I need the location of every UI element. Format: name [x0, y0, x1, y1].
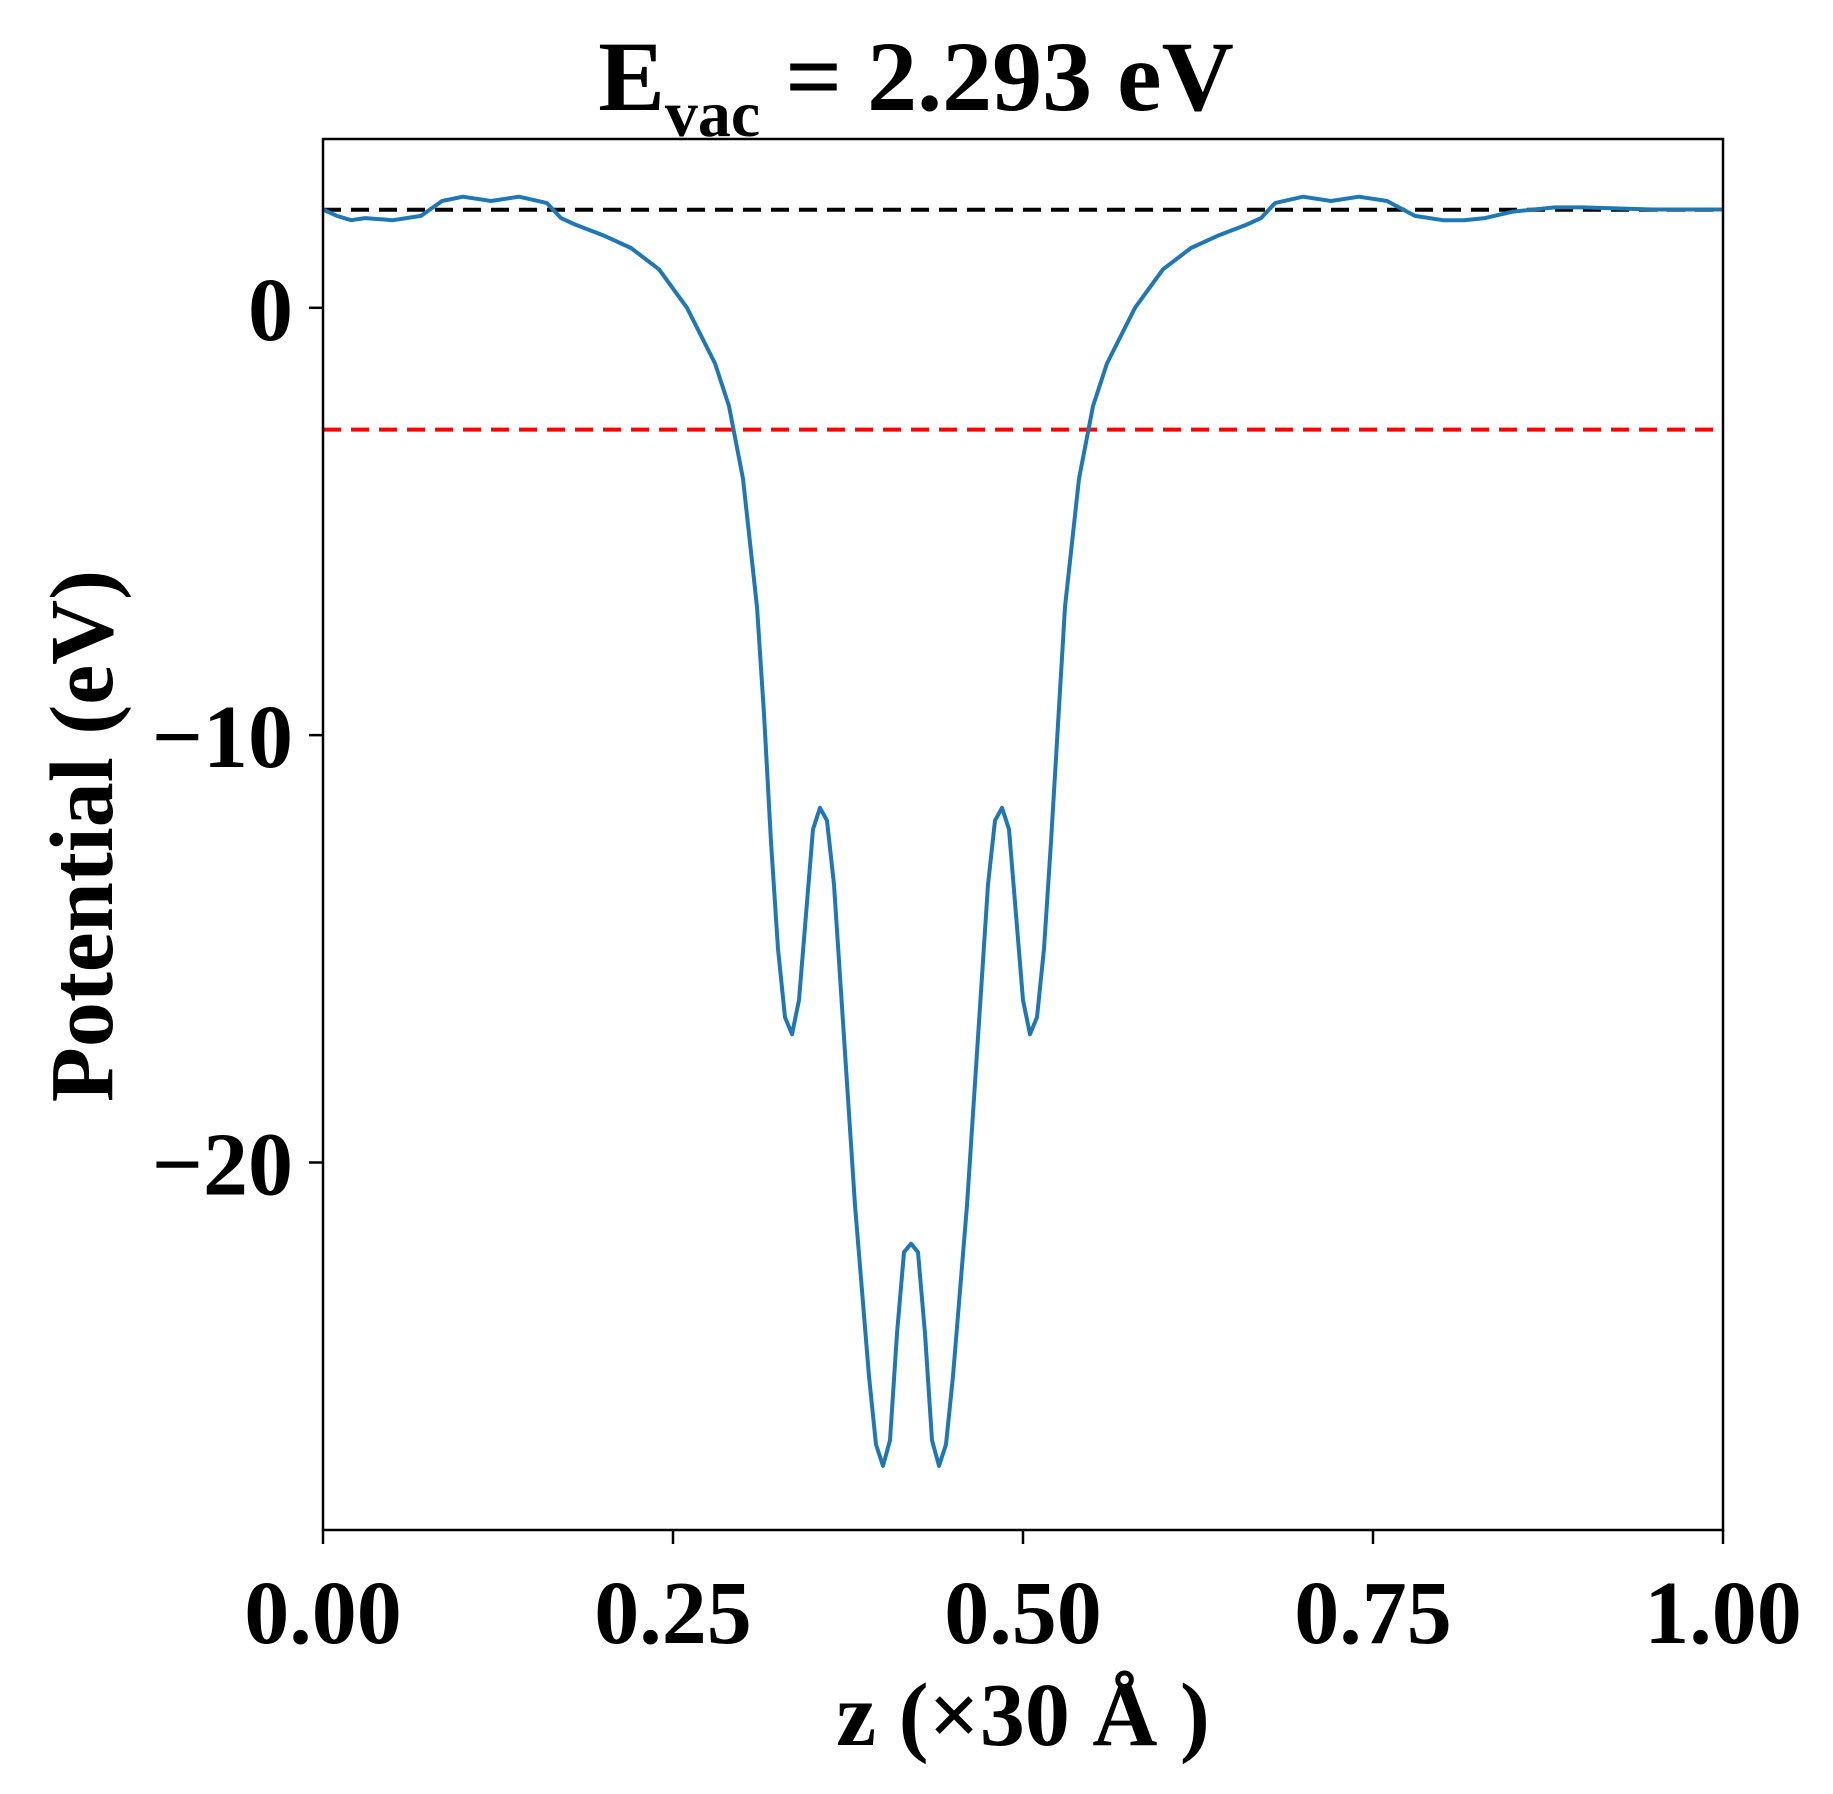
x-tick-label: 0.50: [944, 1564, 1102, 1663]
series-line-0: [322, 194, 1723, 1468]
x-tick-label: 1.00: [1644, 1564, 1802, 1663]
y-tick-label: 0: [248, 261, 293, 360]
series-lines: [322, 194, 1723, 1468]
title-main: E: [598, 21, 665, 132]
reference-lines: [323, 207, 1723, 432]
x-axis-ticks: 0.00 0.25 0.50 0.75 1.00: [244, 1530, 1802, 1663]
title-rest: = 2.293 eV: [760, 21, 1234, 132]
y-tick-label: −20: [152, 1115, 293, 1214]
y-axis-ticks: 0 −10 −20: [152, 261, 323, 1214]
x-tick-label: 0.00: [244, 1564, 402, 1663]
chart-title: Evac = 2.293 eV: [598, 21, 1234, 151]
x-tick-label: 0.25: [594, 1564, 752, 1663]
x-tick-label: 0.75: [1294, 1564, 1452, 1663]
x-axis-label: z (×30 Å ): [836, 1666, 1210, 1765]
plot-frame: [321, 137, 1725, 1532]
y-axis-label: Potential (eV): [33, 570, 132, 1102]
y-tick-label: −10: [152, 688, 293, 787]
